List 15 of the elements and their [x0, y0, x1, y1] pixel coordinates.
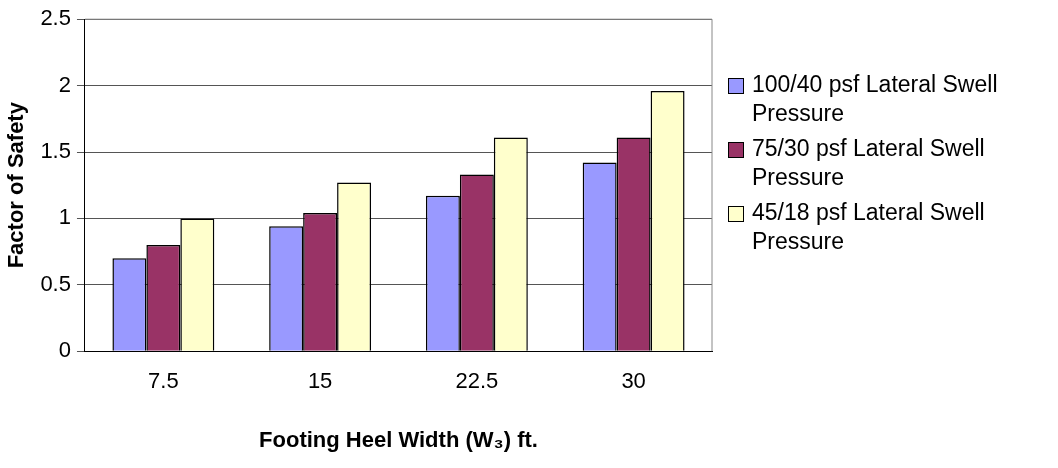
- y-axis-title: Factor of Safety: [3, 101, 29, 269]
- x-tick-label: 15: [307, 368, 333, 394]
- y-tick-label: 1: [58, 204, 71, 230]
- y-tick-label: 0.5: [40, 270, 71, 296]
- x-tick-label: 30: [621, 368, 646, 394]
- y-tick-label: 1.5: [40, 138, 71, 164]
- x-tick-label: 22.5: [455, 368, 499, 394]
- x-axis-title: Footing Heel Width (W₃) ft.: [259, 426, 538, 452]
- x-tick-label: 7.5: [148, 368, 179, 394]
- legend-label: 100/40 psf Lateral Swell Pressure: [752, 70, 999, 128]
- legend-label: 45/18 psf Lateral Swell Pressure: [752, 198, 986, 256]
- legend-label: 75/30 psf Lateral Swell Pressure: [752, 134, 986, 192]
- y-tick-label: 0: [58, 337, 71, 363]
- y-tick-label: 2: [58, 71, 71, 97]
- y-tick-label: 2.5: [40, 5, 71, 31]
